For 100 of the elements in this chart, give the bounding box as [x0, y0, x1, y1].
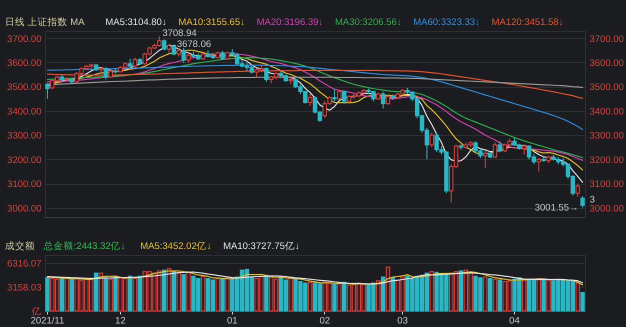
y2-tick-label: 3000.00 — [590, 203, 624, 214]
text: MA10:3727.75亿↓ — [223, 241, 300, 252]
candlestick — [45, 82, 50, 100]
bar — [522, 279, 526, 312]
text: MA60:3323.33↓ — [413, 17, 480, 28]
candlestick — [498, 140, 502, 153]
bar — [380, 276, 386, 312]
bar — [128, 276, 132, 312]
y-tick-label: 3158.03 — [7, 282, 42, 294]
bar — [376, 280, 380, 312]
y-tick-label: 6316.07 — [7, 258, 42, 270]
y-tick-label: 3300.00 — [7, 130, 42, 142]
x-tick-label: 04 — [509, 316, 520, 326]
bar — [580, 292, 585, 312]
candlestick — [380, 91, 386, 109]
annotation: ←3678.06 — [167, 39, 212, 50]
bar — [483, 276, 488, 312]
candlestick — [430, 132, 434, 148]
bar — [45, 277, 50, 312]
text: MA20:3196.39↓ — [256, 17, 324, 28]
candlestick — [220, 50, 225, 61]
bar — [216, 278, 220, 312]
bar — [332, 284, 337, 312]
bar — [536, 278, 541, 312]
x-tick-label: 2021/11 — [30, 316, 64, 326]
y2-tick-label: 3400.00 — [590, 106, 624, 118]
bar — [488, 278, 492, 312]
y2-tick-label: 3700.00 — [590, 34, 624, 45]
text: MA10:3155.65↓ — [178, 17, 245, 28]
y2-tick-label: 3100.00 — [590, 179, 624, 190]
bar — [220, 278, 225, 312]
candlestick — [337, 90, 342, 101]
candlestick — [483, 150, 488, 168]
candlestick — [536, 158, 541, 172]
bar — [498, 279, 502, 312]
candlestick — [332, 88, 337, 102]
candlestick — [386, 94, 390, 106]
bar — [94, 272, 98, 312]
series-label: MA5:3104.80↓ — [105, 17, 167, 28]
bar — [342, 282, 346, 312]
bar — [288, 276, 293, 312]
y2-tick-label: 3200.00 — [590, 154, 624, 166]
text: MA30:3206.56↓ — [334, 17, 402, 28]
bar — [104, 277, 108, 312]
candlestick — [132, 57, 138, 68]
y2-tick-label: 3300.00 — [590, 130, 624, 142]
line-series — [46, 64, 584, 130]
y-tick-label: 3000.00 — [7, 203, 42, 214]
bar — [492, 278, 498, 312]
bar — [64, 278, 70, 312]
bar — [458, 270, 464, 312]
y-tick-label: 亿 — [30, 306, 42, 318]
y-tick-label: 3500.00 — [7, 82, 42, 94]
bar — [541, 279, 546, 312]
bar — [390, 277, 396, 312]
candlestick — [162, 38, 166, 51]
text: MA120:3451.58↓ — [492, 17, 564, 28]
y-tick-label: 3100.00 — [7, 179, 42, 190]
bar — [98, 272, 104, 312]
candlestick — [580, 196, 585, 208]
candlestick — [264, 66, 269, 82]
y-tick-label: 3700.00 — [7, 34, 42, 45]
text: 总金额:2443.32亿↓ — [42, 240, 126, 252]
y2-tick-label: 3600.00 — [590, 58, 624, 69]
candlestick — [522, 144, 526, 156]
bar — [200, 276, 206, 312]
chart-title: 日线 上证指数 MA — [5, 16, 86, 28]
bar — [70, 279, 74, 312]
text: MA5:3452.02亿↓ — [140, 241, 212, 252]
bar — [337, 283, 342, 312]
candlestick — [576, 183, 580, 198]
bar — [546, 279, 551, 312]
bar — [166, 268, 172, 312]
bar — [176, 272, 181, 312]
y-tick-label: 3600.00 — [7, 58, 42, 69]
candlestick — [308, 93, 312, 107]
x-tick-label: 01 — [227, 316, 238, 326]
bar — [132, 278, 138, 312]
bar — [108, 278, 113, 312]
x-tick-label: 12 — [115, 316, 126, 326]
annotation: 3001.55→ — [534, 202, 579, 214]
bar — [181, 274, 186, 312]
bar — [264, 274, 269, 312]
bar — [576, 282, 580, 312]
chart-title: 成交额 — [5, 240, 35, 252]
bar — [138, 276, 142, 312]
bar — [225, 277, 230, 312]
candlestick — [104, 66, 108, 80]
bar — [430, 271, 434, 312]
annotation: 3708.94 — [162, 28, 197, 40]
candlestick — [342, 90, 346, 104]
y2-tick-label: 3500.00 — [590, 82, 624, 94]
candlestick — [186, 52, 191, 63]
bar — [172, 271, 176, 312]
x-tick-label: 03 — [397, 316, 408, 326]
bar — [308, 282, 312, 312]
candlestick — [181, 47, 186, 63]
bar — [162, 270, 166, 312]
text: 3 — [590, 194, 595, 206]
candlestick — [492, 142, 498, 159]
